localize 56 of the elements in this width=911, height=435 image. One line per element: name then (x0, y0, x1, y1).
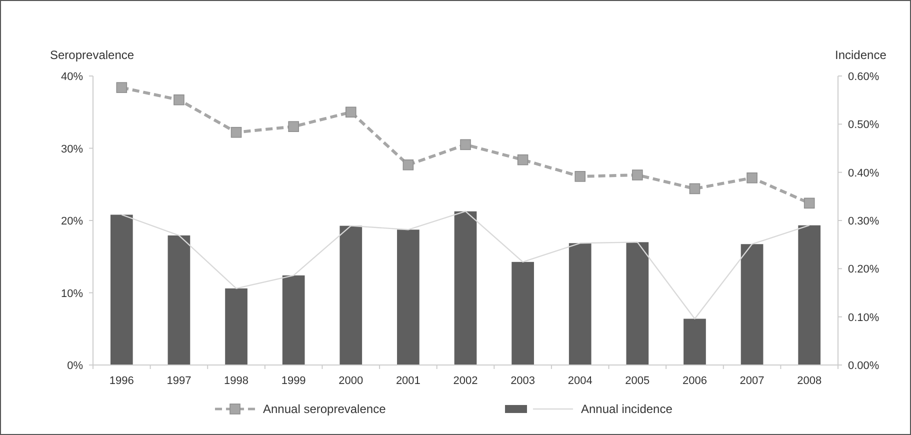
x-tick-label: 2006 (682, 375, 707, 387)
bar (512, 262, 534, 365)
y-tick-label: 20% (60, 216, 84, 228)
x-tick-label: 2008 (797, 375, 822, 387)
bar (798, 225, 821, 365)
bar (340, 226, 362, 365)
x-tick-label: 2007 (740, 375, 764, 387)
bar (454, 211, 477, 365)
point (174, 94, 184, 106)
y2-tick-label: 0.10% (848, 312, 880, 324)
point (402, 159, 414, 170)
point (288, 121, 299, 132)
bar (626, 242, 649, 365)
y-tick-label: 0% (67, 360, 84, 372)
point (230, 126, 242, 138)
bar (568, 243, 592, 365)
bar (397, 230, 420, 365)
y-tick-label: 30% (60, 143, 84, 156)
x-tick-label: 2004 (568, 375, 592, 387)
point (517, 154, 528, 166)
bar (282, 275, 305, 365)
bar (740, 244, 764, 365)
bar (168, 235, 190, 365)
y2-axis-title: Incidence (835, 48, 887, 62)
point (632, 170, 643, 180)
y2-tick-label: 0.30% (848, 216, 880, 228)
x-tick-label: 2003 (510, 375, 536, 387)
x-tick-label: 1999 (281, 375, 306, 387)
x-tick-label: 1996 (109, 375, 134, 387)
x-tick-label: 2005 (625, 375, 650, 387)
bar (225, 288, 248, 365)
x-tick-label: 1997 (166, 375, 192, 387)
y-tick-label: 40% (60, 71, 84, 83)
point (689, 183, 700, 194)
y-axis-title: Seroprevalence (50, 48, 134, 62)
point (746, 172, 758, 184)
y2-tick-label: 0.00% (848, 360, 880, 372)
y2-tick-label: 0.40% (848, 167, 880, 180)
bar (684, 318, 706, 365)
y2-tick-label: 0.50% (848, 119, 880, 132)
point (574, 171, 586, 182)
point (804, 198, 815, 209)
legend-label: Annual incidence (581, 402, 673, 416)
y2-tick-label: 0.20% (848, 264, 880, 276)
x-tick-label: 1998 (224, 375, 249, 387)
point (345, 106, 356, 118)
line-series (121, 210, 810, 320)
point (460, 139, 471, 150)
x-tick-label: 2002 (453, 375, 478, 387)
y-tick-label: 10% (60, 288, 84, 300)
legend-label: Annual seroprevalence (263, 402, 386, 416)
bar (110, 214, 133, 365)
x-tick-label: 2001 (396, 375, 420, 387)
point (116, 82, 128, 93)
x-tick-label: 2000 (338, 375, 364, 387)
y2-tick-label: 0.60% (848, 71, 880, 83)
